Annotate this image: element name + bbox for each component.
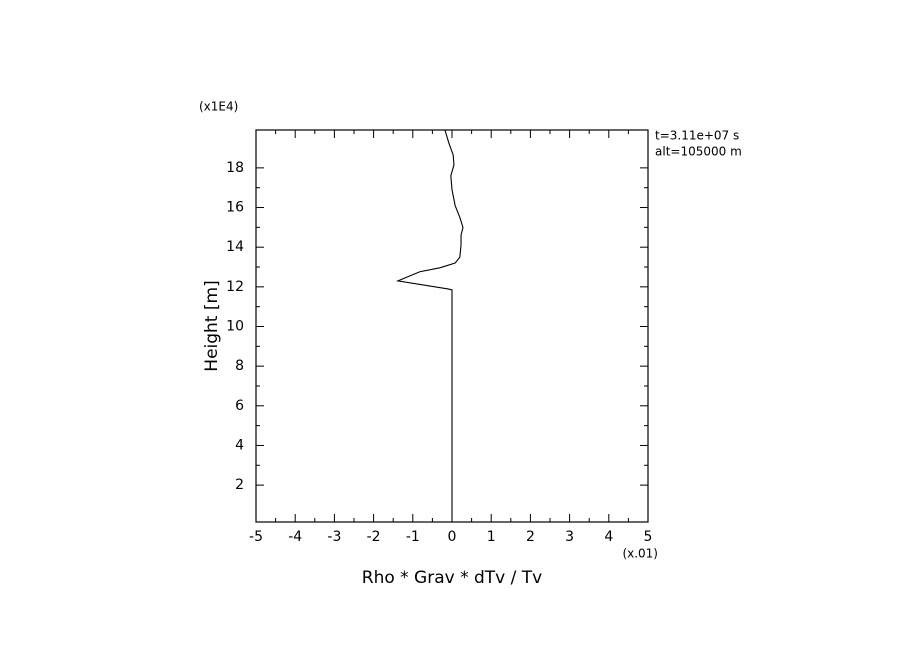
y-tick-label: 18 xyxy=(226,160,244,176)
annotation: t=3.11e+07 s xyxy=(655,129,739,143)
y-tick-label: 16 xyxy=(226,200,244,216)
x-axis-label: Rho * Grav * dTv / Tv xyxy=(362,568,542,588)
y-tick-label: 8 xyxy=(235,358,244,374)
x-tick-label: 0 xyxy=(448,529,457,545)
x-tick-label: -1 xyxy=(406,529,420,545)
x-tick-label: -4 xyxy=(288,529,302,545)
x-tick-label: -2 xyxy=(367,529,381,545)
y-multiplier: (x1E4) xyxy=(199,100,238,114)
x-tick-label: -5 xyxy=(249,529,263,545)
x-tick-label: 5 xyxy=(644,529,653,545)
x-tick-label: 3 xyxy=(565,529,574,545)
annotation: alt=105000 m xyxy=(655,145,742,159)
x-tick-label: -3 xyxy=(327,529,341,545)
data-line xyxy=(395,129,464,521)
y-tick-label: 14 xyxy=(226,239,244,255)
y-axis-label: Height [m] xyxy=(202,280,222,371)
y-tick-label: 4 xyxy=(235,437,244,453)
x-multiplier: (x.01) xyxy=(622,547,658,561)
x-tick-label: 4 xyxy=(604,529,613,545)
x-tick-label: 2 xyxy=(526,529,535,545)
y-tick-label: 2 xyxy=(235,477,244,493)
y-tick-label: 6 xyxy=(235,398,244,414)
y-tick-label: 12 xyxy=(226,279,244,295)
x-tick-label: 1 xyxy=(487,529,496,545)
y-tick-label: 10 xyxy=(226,318,244,334)
